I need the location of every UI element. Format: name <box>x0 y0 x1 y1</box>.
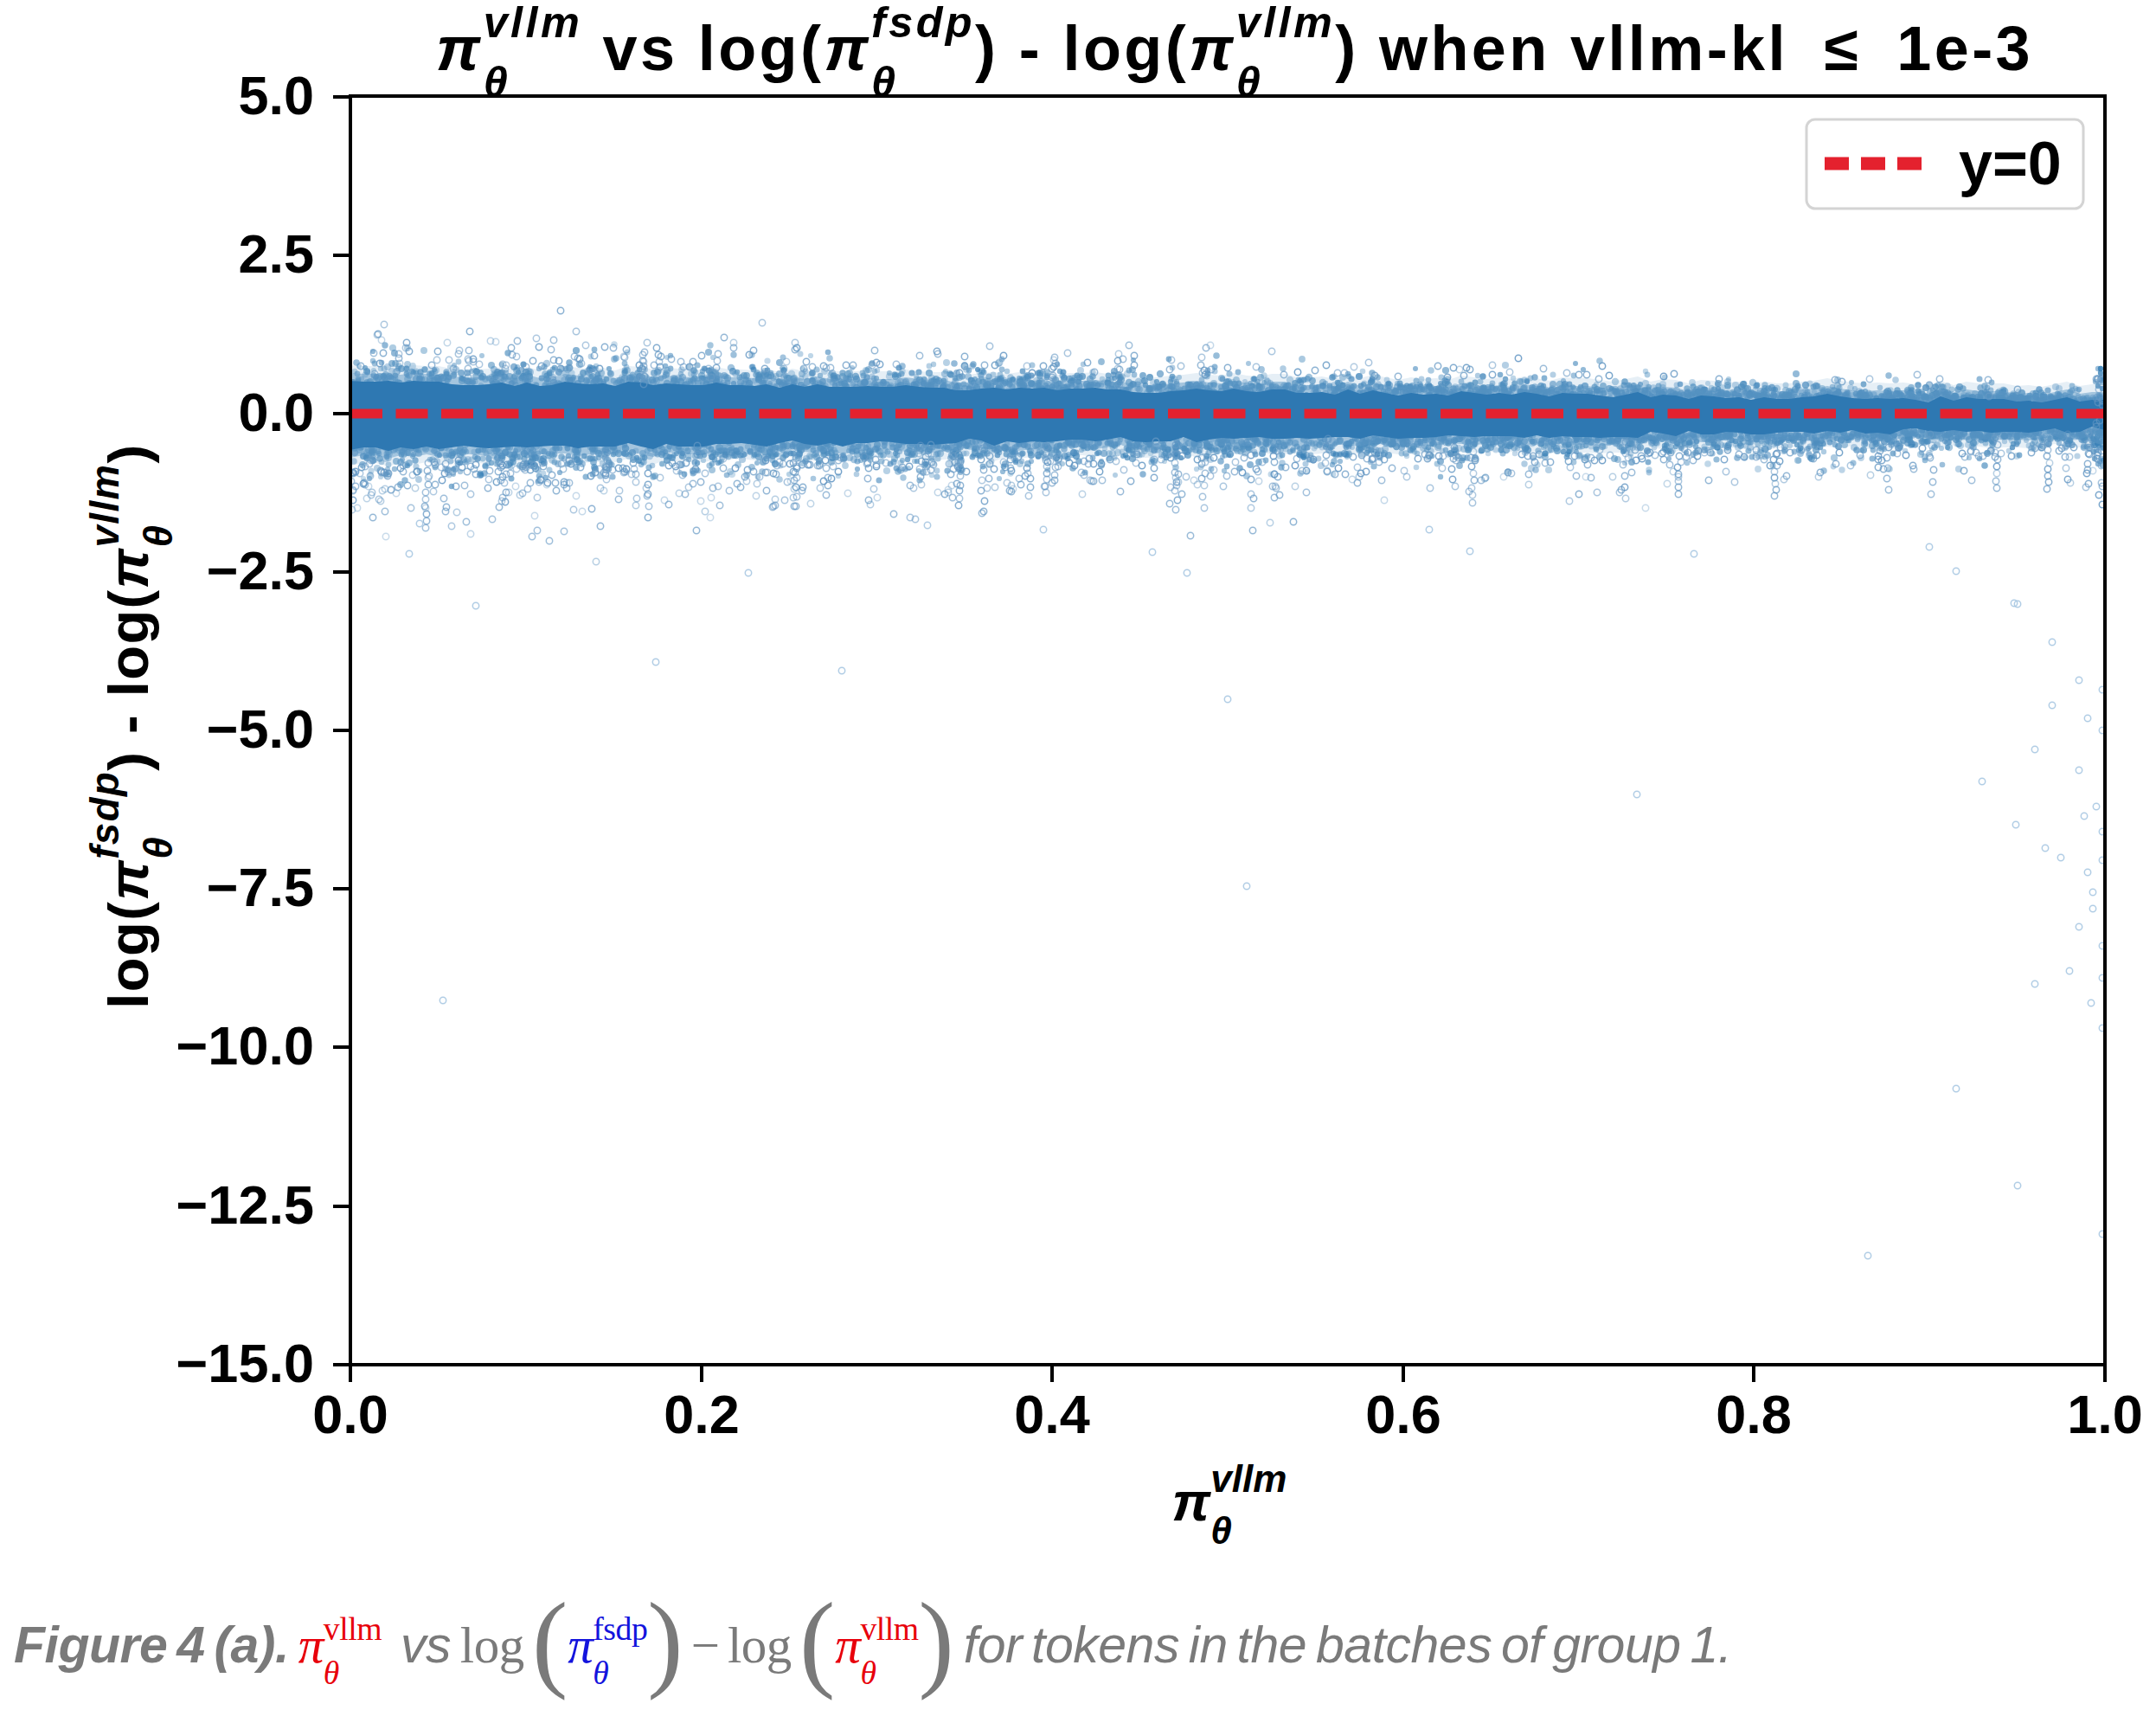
svg-text:0.4: 0.4 <box>1014 1384 1090 1444</box>
svg-text:−5.0: −5.0 <box>207 698 314 759</box>
svg-text:y=0: y=0 <box>1959 130 2062 197</box>
svg-text:−12.5: −12.5 <box>176 1174 314 1235</box>
svg-text:0.0: 0.0 <box>238 382 314 442</box>
svg-text:1.0: 1.0 <box>2067 1384 2143 1444</box>
svg-text:2.5: 2.5 <box>238 223 314 284</box>
svg-text:0.2: 0.2 <box>664 1384 740 1444</box>
svg-text:0.6: 0.6 <box>1365 1384 1441 1444</box>
svg-text:−7.5: −7.5 <box>207 857 314 917</box>
svg-text:−2.5: −2.5 <box>207 540 314 601</box>
svg-text:−15.0: −15.0 <box>176 1333 314 1393</box>
svg-text:0.0: 0.0 <box>312 1384 388 1444</box>
svg-text:−10.0: −10.0 <box>176 1015 314 1076</box>
svg-text:5.0: 5.0 <box>238 65 314 125</box>
svg-text:0.8: 0.8 <box>1716 1384 1792 1444</box>
